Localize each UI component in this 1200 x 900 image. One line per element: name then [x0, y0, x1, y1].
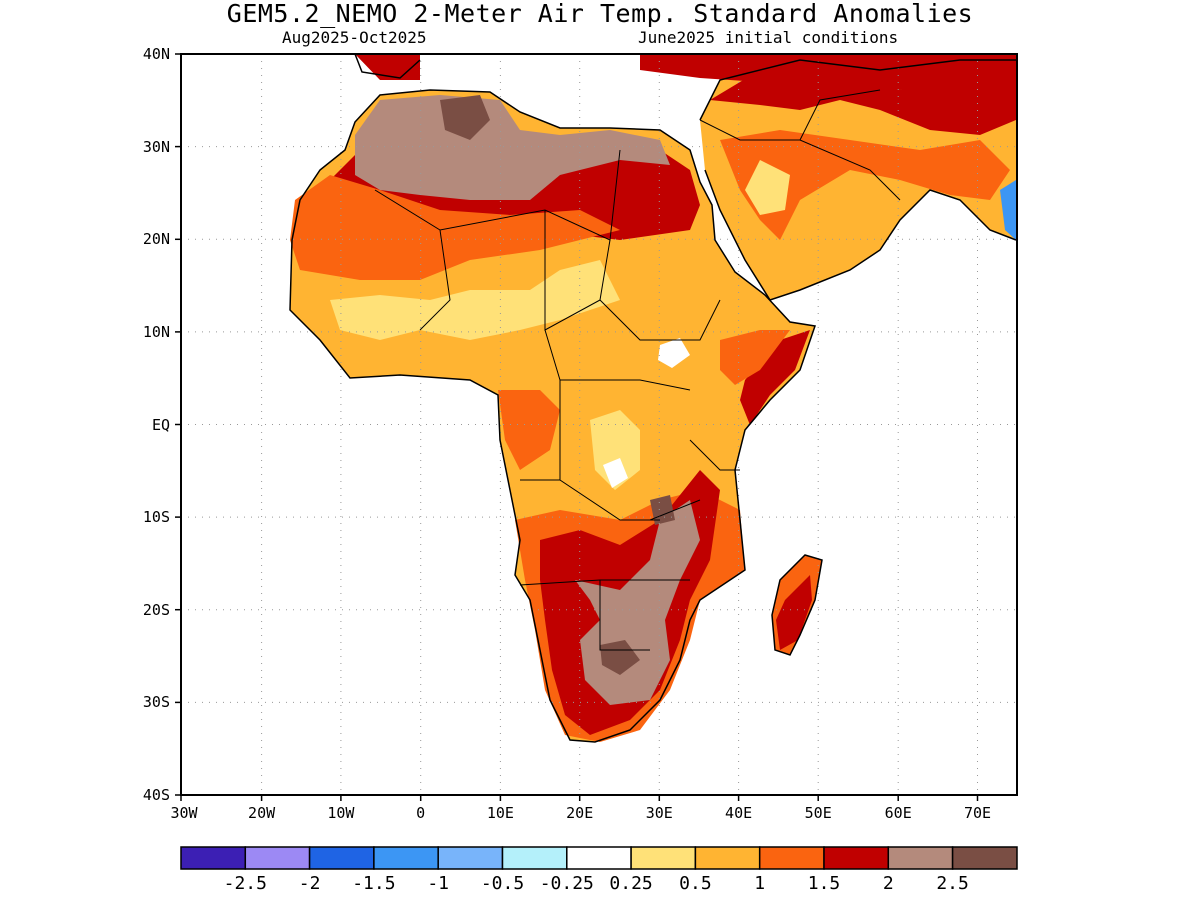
- lat-label: 30S: [143, 693, 170, 711]
- lon-label: 20W: [248, 804, 276, 822]
- middle-east-warm-2: [710, 70, 1016, 135]
- country-borders: [374, 89, 901, 651]
- lon-label: 20E: [566, 804, 593, 822]
- west-africa-cool: [330, 260, 620, 340]
- lon-label: 0: [416, 804, 425, 822]
- colorbar-swatch: [501, 846, 568, 870]
- colorbar-label: -0.25: [540, 873, 594, 894]
- colorbar-swatch: [630, 846, 697, 870]
- lat-label: 20N: [143, 230, 170, 248]
- forecast-period: Aug2025-Oct2025: [282, 28, 427, 47]
- colorbar-swatch: [437, 846, 504, 870]
- colorbar-swatch: [758, 846, 825, 870]
- initial-conditions: June2025 initial conditions: [638, 28, 899, 47]
- colorbar-label: -2.5: [224, 873, 267, 894]
- lat-label: 10S: [143, 508, 170, 526]
- colorbar-swatch: [244, 846, 311, 870]
- lon-label: 60E: [885, 804, 912, 822]
- sahara-warm-2-5: [355, 95, 670, 200]
- europe-landmass: [355, 54, 1016, 90]
- colorbar-swatch: [694, 846, 761, 870]
- colorbar-label: -2: [299, 873, 321, 894]
- horn-warm-2: [740, 330, 810, 425]
- colorbar-label: -1: [427, 873, 449, 894]
- colorbar-swatch: [887, 846, 954, 870]
- colorbar-label: 2: [883, 873, 894, 894]
- lon-label: 30E: [646, 804, 673, 822]
- colorbar-label: 1.5: [808, 873, 841, 894]
- colorbar: -2.5 -2 -1.5 -1 -0.5 -0.25 0.25 0.5 1 1.…: [180, 846, 1018, 894]
- lon-label: 50E: [805, 804, 832, 822]
- lat-label: EQ: [152, 416, 170, 434]
- gulf-guinea-warm: [498, 390, 560, 470]
- colorbar-swatch: [823, 846, 890, 870]
- colorbar-label: 0.5: [679, 873, 712, 894]
- colorbar-swatch: [308, 846, 375, 870]
- colorbar-label: -0.5: [481, 873, 524, 894]
- congo-white: [603, 458, 628, 488]
- colorbar-label: -1.5: [352, 873, 395, 894]
- longitude-labels: 30W 20W 10W 0 10E 20E 30E 40E 50E 60E 70…: [170, 804, 991, 822]
- ethiopia-cool: [658, 338, 690, 368]
- lat-label: 10N: [143, 323, 170, 341]
- map-title: GEM5.2_NEMO 2-Meter Air Temp. Standard A…: [226, 0, 974, 28]
- madagascar-warm-2: [776, 575, 812, 650]
- horn-warm-1-5: [720, 330, 790, 385]
- colorbar-swatch: [180, 846, 247, 870]
- colorbar-swatch: [373, 846, 439, 870]
- tick-marks: [175, 53, 979, 801]
- lon-label: 10E: [487, 804, 514, 822]
- lat-label: 20S: [143, 601, 170, 619]
- map-area: [290, 54, 1016, 742]
- lon-label: 70E: [964, 804, 991, 822]
- lat-label: 30N: [143, 138, 170, 156]
- colorbar-label: 2.5: [936, 873, 969, 894]
- colorbar-label: 0.25: [609, 873, 652, 894]
- colorbar-swatch: [951, 846, 1018, 870]
- coastlines: [289, 54, 1017, 743]
- middle-east-warm-1-5: [720, 130, 1010, 240]
- arabia-mild: [745, 160, 790, 215]
- colorbar-swatch: [566, 846, 632, 870]
- central-africa-mild: [590, 410, 640, 490]
- latitude-labels: 40N 30N 20N 10N EQ 10S 20S 30S 40S: [143, 45, 170, 804]
- lon-label: 10W: [327, 804, 355, 822]
- lon-label: 40E: [725, 804, 752, 822]
- lat-label: 40N: [143, 45, 170, 63]
- lon-label: 30W: [170, 804, 198, 822]
- sahara-warm-3: [440, 95, 490, 140]
- lat-label: 40S: [143, 786, 170, 804]
- gulf-cool: [1000, 180, 1016, 240]
- colorbar-label: 1: [754, 873, 765, 894]
